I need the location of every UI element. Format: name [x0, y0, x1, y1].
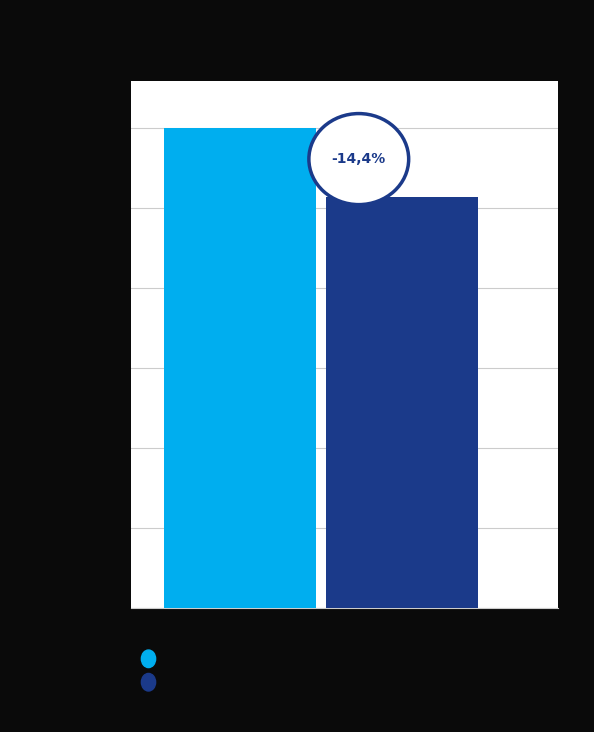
Bar [326, 198, 478, 608]
Ellipse shape [309, 113, 409, 205]
Bar [164, 128, 316, 608]
Text: -14,4%: -14,4% [331, 152, 386, 166]
